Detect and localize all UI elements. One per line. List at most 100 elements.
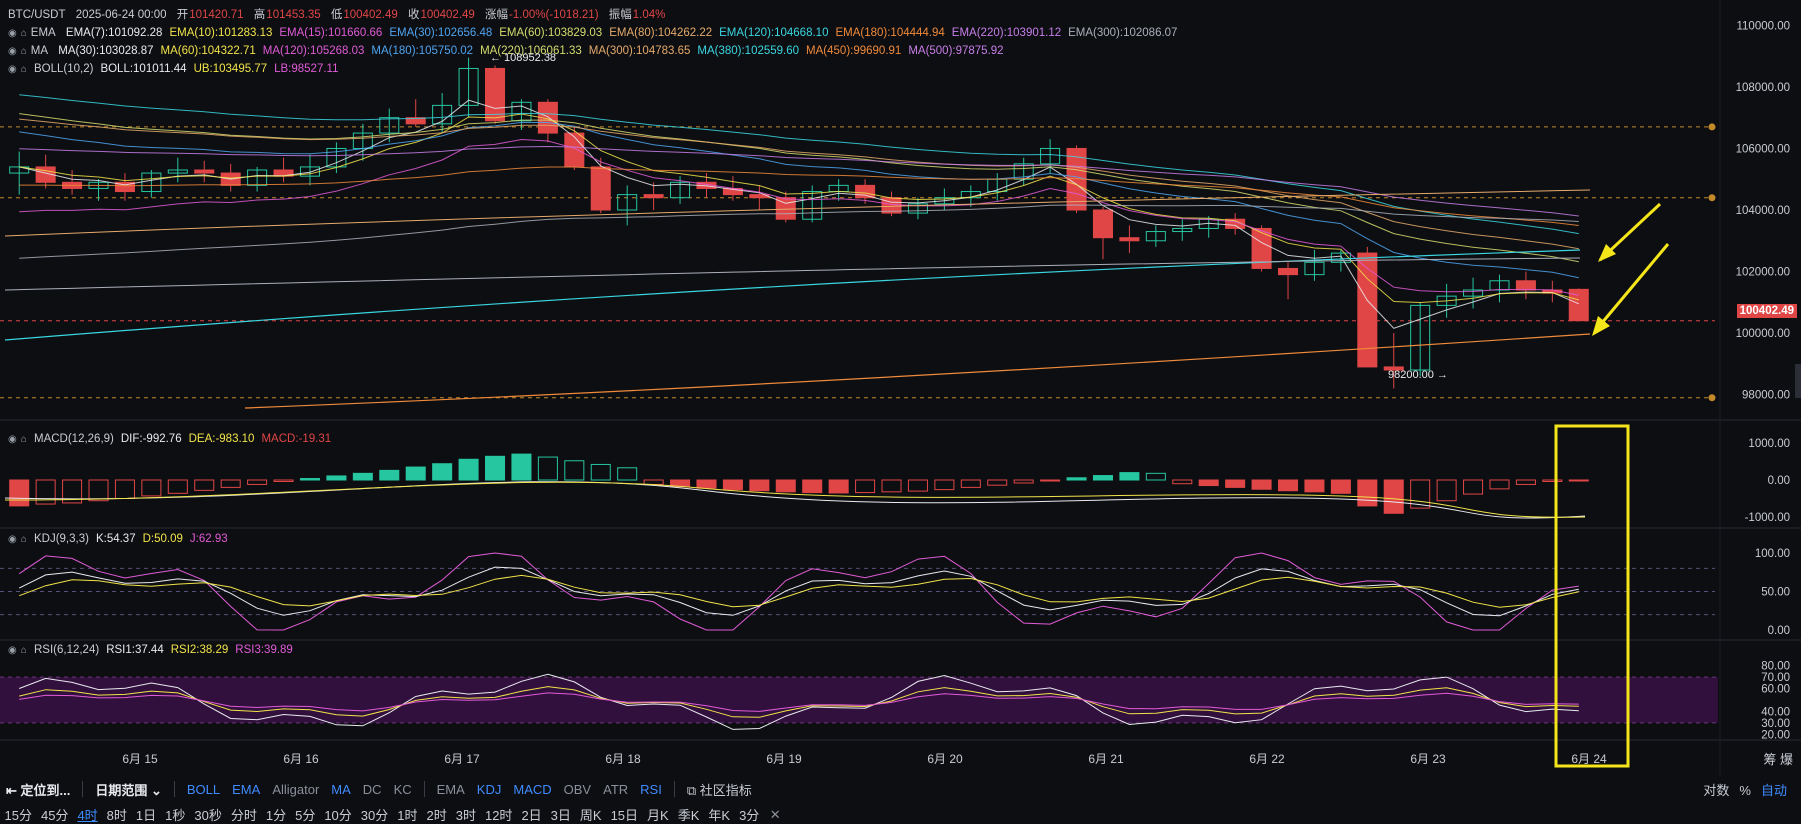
moving-average-line: [19, 138, 1579, 296]
bell-icon[interactable]: ⌂: [20, 28, 27, 39]
community-indicator-button[interactable]: ⧉ 社区指标: [686, 782, 752, 798]
low-price-marker: 98200.00 →: [1388, 369, 1448, 381]
boll-legend-item: LB:98527.11: [274, 63, 339, 75]
eye-icon[interactable]: ◉: [8, 46, 17, 57]
eye-icon[interactable]: ◉: [8, 64, 17, 75]
interval-21[interactable]: 季K: [677, 808, 700, 823]
macd-axis-label: 1000.00: [1748, 438, 1790, 450]
macd-legend-item: MACD(12,26,9): [33, 433, 114, 445]
boll-legend-item: BOLL:101011.44: [100, 63, 187, 75]
bell-icon[interactable]: ⌂: [20, 46, 27, 57]
interval-5[interactable]: 1秒: [165, 808, 186, 823]
eye-icon[interactable]: ◉: [8, 434, 17, 445]
candle-body: [1225, 218, 1246, 229]
interval-19[interactable]: 15日: [610, 808, 639, 823]
macd-histogram-bar: [1145, 472, 1166, 481]
bell-icon[interactable]: ⌂: [20, 64, 27, 75]
macd-histogram-bar: [564, 460, 585, 481]
interval-10[interactable]: 10分: [324, 808, 352, 823]
scale-option-0[interactable]: 对数: [1703, 783, 1730, 798]
indicator-kdj-toggle[interactable]: KDJ: [476, 781, 502, 797]
interval-11[interactable]: 30分: [360, 808, 389, 823]
candle-body: [670, 181, 691, 199]
candle-body: [1568, 288, 1589, 322]
rsi-axis-label: 30.00: [1761, 718, 1790, 730]
candle-body: [643, 194, 664, 199]
interval-14[interactable]: 3时: [455, 808, 476, 823]
interval-9[interactable]: 5分: [295, 808, 316, 823]
interval-17[interactable]: 3日: [550, 808, 571, 823]
interval-15[interactable]: 12时: [484, 808, 513, 823]
macd-histogram-bar: [1013, 479, 1034, 484]
interval-8[interactable]: 1分: [265, 808, 287, 823]
price-axis-label: 102000.00: [1736, 267, 1790, 279]
interval-22[interactable]: 年K: [708, 808, 731, 823]
eye-icon[interactable]: ◉: [8, 28, 17, 39]
interval-1[interactable]: 45分: [40, 808, 69, 823]
indicator-ema-toggle[interactable]: EMA: [232, 781, 261, 797]
boll-legend-item: UB:103495.77: [193, 63, 268, 75]
macd-histogram-bar: [1119, 472, 1140, 481]
divider: [673, 781, 675, 797]
interval-13[interactable]: 2时: [426, 808, 447, 823]
interval-18[interactable]: 周K: [579, 808, 602, 823]
bell-icon[interactable]: ⌂: [20, 645, 27, 656]
macd-histogram-bar: [35, 479, 56, 505]
ma-legend: ◉ ⌂ MA MA(30):103028.87 MA(60):104322.71 MA(…: [8, 43, 1011, 60]
indicator-kc-toggle[interactable]: KC: [393, 781, 412, 797]
macd-histogram-bar: [458, 458, 479, 481]
indicator-dc-toggle[interactable]: DC: [362, 781, 382, 797]
rsi-legend-item: RSI2:38.29: [170, 644, 229, 656]
indicator-ma-toggle[interactable]: MA: [331, 781, 351, 797]
candle-body: [511, 101, 532, 122]
candle-body: [590, 166, 611, 211]
indicator-alligator-toggle[interactable]: Alligator: [272, 781, 320, 797]
macd-histogram-bar: [934, 479, 955, 491]
candle-body: [934, 197, 955, 205]
interval-20[interactable]: 月K: [647, 808, 669, 823]
chart-canvas[interactable]: 110000.00 108000.00 106000.00 104000.00 1020…: [0, 0, 1801, 775]
indicator-ema-toggle[interactable]: EMA: [436, 781, 465, 797]
moving-average-line: [19, 113, 1579, 304]
indicator-rsi-toggle[interactable]: RSI: [640, 781, 662, 797]
interval-7[interactable]: 分时: [230, 808, 257, 823]
scale-option-2[interactable]: 自动: [1760, 783, 1787, 798]
interval-0[interactable]: 15分: [4, 808, 32, 823]
price-axis-label: 106000.00: [1736, 143, 1790, 155]
candle-body: [1278, 267, 1299, 276]
interval-16[interactable]: 2日: [521, 808, 542, 823]
eye-icon[interactable]: ◉: [8, 645, 17, 656]
close-icon[interactable]: ✕: [769, 806, 781, 822]
macd-histogram-bar: [1542, 479, 1563, 482]
price-level-dot: [1708, 123, 1716, 131]
side-panel-toggles[interactable]: 筹 爆: [1763, 752, 1793, 767]
date-range-dropdown[interactable]: 日期范围 ⌄: [95, 782, 162, 798]
candle-body: [1251, 227, 1272, 269]
macd-histogram-bar: [379, 469, 400, 481]
indicator-boll-toggle[interactable]: BOLL: [186, 781, 221, 797]
price-axis-label: 104000.00: [1736, 205, 1790, 217]
eye-icon[interactable]: ◉: [8, 534, 17, 545]
indicator-obv-toggle[interactable]: OBV: [563, 781, 592, 797]
interval-2[interactable]: 4时: [77, 808, 98, 823]
bell-icon[interactable]: ⌂: [20, 434, 27, 445]
interval-3[interactable]: 8时: [106, 808, 127, 823]
date-label: 2025-06-24 00:00: [75, 9, 167, 21]
indicator-macd-toggle[interactable]: MACD: [513, 781, 552, 797]
ema-legend-title: EMA: [30, 27, 56, 39]
interval-12[interactable]: 1时: [397, 808, 418, 823]
interval-23[interactable]: 3分: [739, 808, 760, 823]
candle-body: [379, 117, 400, 134]
macd-histogram-bar: [273, 479, 294, 482]
moving-average-line: [19, 145, 1579, 217]
interval-4[interactable]: 1日: [135, 808, 157, 823]
panel-collapse-handle[interactable]: [1795, 364, 1801, 398]
indicator-atr-toggle[interactable]: ATR: [603, 781, 629, 797]
candle-body: [405, 117, 426, 125]
locate-button[interactable]: ⇤ 定位到...: [6, 782, 71, 798]
high-value: 101453.35: [266, 9, 321, 21]
scale-option-1[interactable]: %: [1739, 783, 1751, 798]
macd-histogram-bar: [749, 479, 770, 492]
bell-icon[interactable]: ⌂: [20, 534, 27, 545]
interval-6[interactable]: 30秒: [194, 808, 222, 823]
